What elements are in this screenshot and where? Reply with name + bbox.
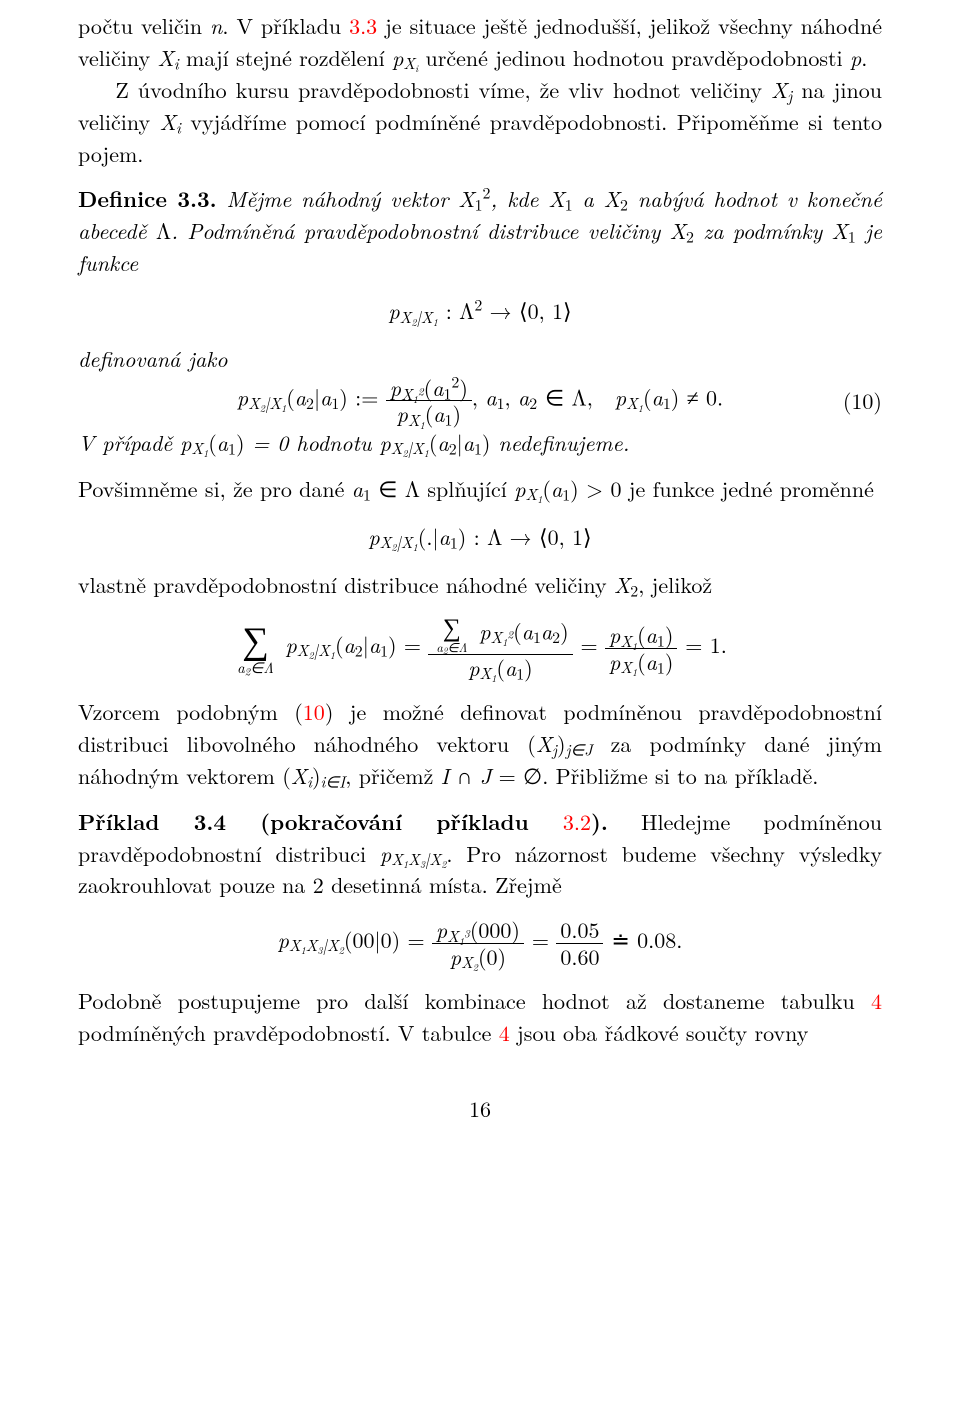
display-example-calc: pX1X3|X2(00|0) = pX13(000) pX2(0) = 0.05… — [78, 917, 882, 969]
arrow: → — [502, 521, 539, 552]
text: , přičemž — [345, 760, 440, 791]
codomain: ⟨0, 1⟩ — [539, 521, 592, 552]
ref-example-3-2[interactable]: 3.2 — [563, 806, 591, 837]
example-heading: Příklad 3.4 (pokračování příkladu 3.2). — [78, 806, 608, 837]
text: Vzorcem podobným ( — [78, 696, 303, 727]
result-value: 0.08. — [637, 924, 682, 955]
definition-undef: V případě pX1(a1) = 0 hodnotu pX2|X1(a2|… — [78, 427, 882, 459]
ref-eq-10[interactable]: 10 — [303, 696, 325, 727]
text: ≠ 0. — [679, 382, 723, 413]
text: Příklad 3.4 (pokračování příkladu — [78, 806, 563, 837]
text: mají stejné rozdělení — [179, 42, 392, 73]
arrow: → — [482, 295, 519, 326]
numerator-value: 0.05 — [556, 917, 603, 943]
text: Z úvodního kursu pravděpodobnosti víme, … — [115, 74, 771, 105]
paragraph-table-ref: Podobně postupujeme pro další kombinace … — [78, 985, 882, 1049]
paragraph-since: vlastně pravděpodobnostní distribuce náh… — [78, 569, 882, 601]
text: definovaná jako — [78, 343, 228, 374]
text: vyjádříme pomocí podmíněné pravděpodobno… — [78, 106, 882, 169]
display-single-var: pX2|X1(.|a1) : Λ → ⟨0, 1⟩ — [78, 521, 882, 553]
text: . Podmíněná pravděpodobnostní distribuce… — [171, 215, 669, 246]
text: za podmínky — [694, 215, 832, 246]
text: vlastně pravděpodobnostní distribuce náh… — [78, 569, 614, 600]
text: . V příkladu — [222, 10, 349, 41]
text: V případě — [78, 427, 180, 458]
text: , jelikož — [638, 569, 712, 600]
text: (00|0) = — [344, 924, 432, 955]
text: ). — [591, 806, 608, 837]
text: = — [532, 924, 556, 955]
text: = 0 hodnotu — [245, 427, 380, 458]
text: a — [573, 183, 604, 214]
text: Podobně postupujeme pro další kombinace … — [78, 985, 871, 1016]
text: splňující — [420, 473, 514, 504]
text: počtu veličin — [78, 10, 210, 41]
text: . — [861, 42, 867, 73]
display-sum: ∑a2∈Λ pX2|X1(a2|a1) = ∑a2∈Λ pX12(a1a2) p… — [78, 616, 882, 680]
text: (0) — [478, 941, 506, 972]
equation-10: pX2|X1(a2|a1) := pX12(a12) pX1(a1) , a1,… — [78, 375, 882, 427]
text: > 0 je funkce jedné proměnné — [579, 473, 874, 504]
text: . Přibližme si to na příkladě. — [542, 760, 818, 791]
ref-table-4a[interactable]: 4 — [871, 985, 882, 1016]
text: jsou oba řádkové součty rovny — [510, 1017, 809, 1048]
ref-example-3-3[interactable]: 3.3 — [349, 10, 377, 41]
definition-heading: Definice 3.3. — [78, 183, 217, 214]
definition-3-3: Definice 3.3. Mějme náhodný vektor X12, … — [78, 183, 882, 279]
text: nedefinujeme. — [490, 427, 629, 458]
text: , kde — [490, 183, 548, 214]
ref-table-4b[interactable]: 4 — [499, 1017, 510, 1048]
text: Mějme náhodný vektor — [217, 183, 459, 214]
text: , — [472, 382, 485, 413]
text: Povšimněme si, že pro dané — [78, 473, 352, 504]
codomain: ⟨0, 1⟩ — [519, 295, 572, 326]
text: ≐ — [611, 924, 637, 955]
definition-defined-as: definovaná jako — [78, 343, 882, 375]
page-number: 16 — [78, 1093, 882, 1125]
paragraph-reminder: Z úvodního kursu pravděpodobnosti víme, … — [78, 74, 882, 170]
example-3-4: Příklad 3.4 (pokračování příkladu 3.2). … — [78, 806, 882, 902]
equation-number: (10) — [843, 385, 882, 417]
display-cond-map: pX2|X1 : Λ2 → ⟨0, 1⟩ — [78, 295, 882, 327]
text: určené jedinou hodnotou pravděpodobnosti — [418, 42, 850, 73]
text: podmíněných pravděpodobností. V tabulce — [78, 1017, 499, 1048]
paragraph-intro: počtu veličin n. V příkladu 3.3 je situa… — [78, 10, 882, 74]
denominator-value: 0.60 — [556, 944, 603, 969]
paragraph-general: Vzorcem podobným (10) je možné definovat… — [78, 696, 882, 792]
paragraph-observe: Povšimněme si, že pro dané a1 ∈ Λ splňuj… — [78, 473, 882, 505]
